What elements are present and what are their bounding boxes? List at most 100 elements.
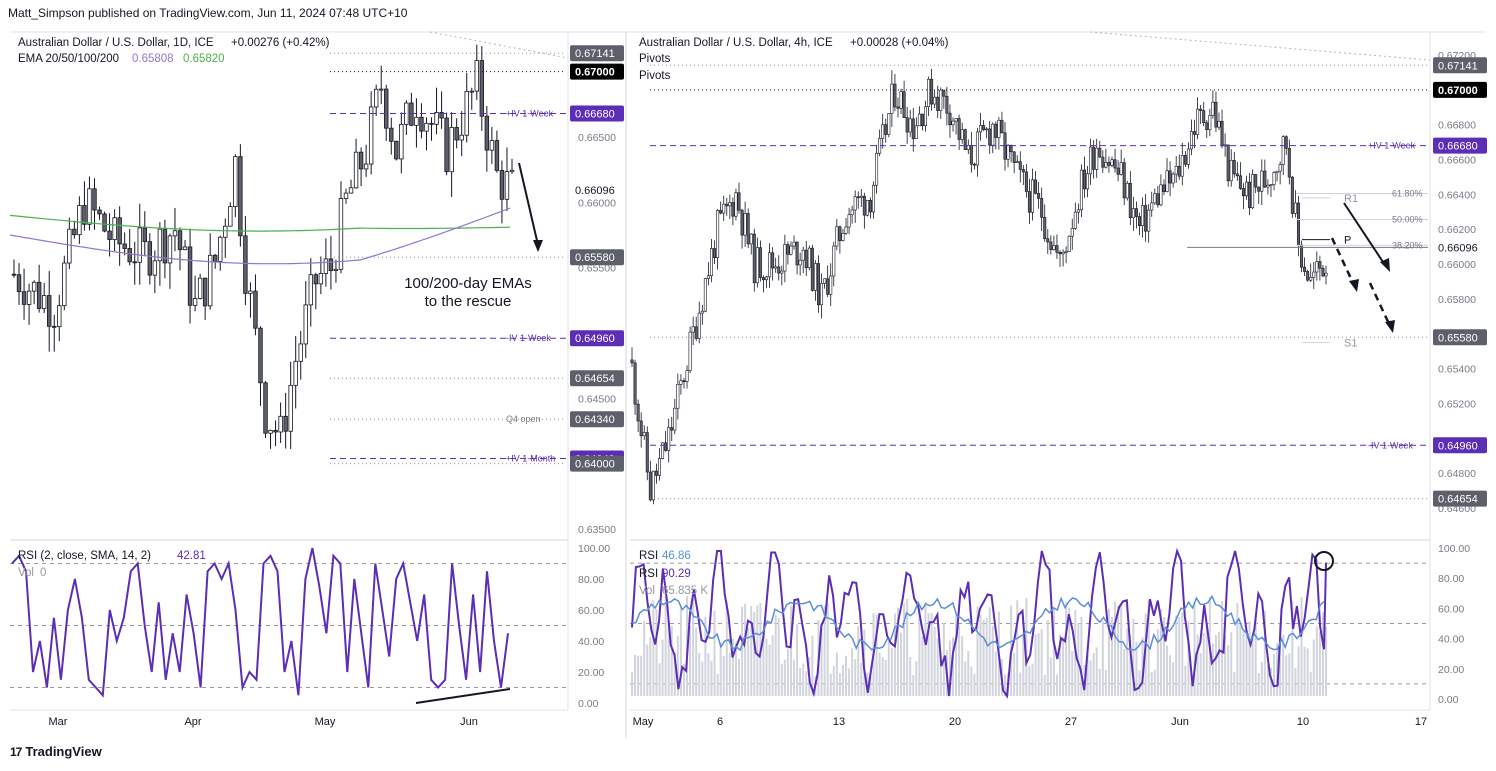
volume-bar: [927, 613, 930, 696]
right-candle-body: [1226, 144, 1230, 182]
left-candle-body: [439, 112, 444, 119]
pivot-p-label: P: [1344, 235, 1351, 247]
volume-bar: [811, 635, 814, 696]
right-candle-body: [786, 244, 790, 255]
right-candle-body: [1079, 169, 1083, 211]
right-price-label-box: [1433, 137, 1487, 154]
right-candle-body: [1260, 170, 1264, 192]
volume-bar: [1043, 674, 1046, 696]
left-vol-value: 0: [40, 567, 46, 579]
right-candle-body: [942, 89, 946, 97]
right-candle-body: [887, 113, 891, 135]
volume-bar: [799, 668, 802, 696]
left-ema-label: EMA 20/50/100/200: [18, 53, 119, 65]
right-pivots-label-1: Pivots: [639, 53, 671, 65]
left-candle-body: [117, 217, 122, 245]
volume-bar: [1251, 638, 1254, 696]
volume-bar: [1297, 646, 1300, 696]
left-price-label-box: [570, 105, 624, 122]
right-candle-body: [1095, 147, 1099, 170]
right-candle-body: [688, 331, 692, 371]
volume-bar: [1166, 645, 1169, 696]
left-candle-body: [16, 274, 22, 293]
volume-bar: [884, 659, 887, 696]
right-candle-body: [939, 89, 943, 111]
right-candle-body: [697, 312, 701, 339]
volume-bar: [829, 673, 832, 696]
right-vol-label: Vol: [639, 585, 655, 597]
left-candle-body: [102, 213, 107, 232]
right-candle-body: [1046, 238, 1050, 243]
left-candle-body: [192, 298, 198, 306]
volume-bar: [741, 606, 744, 696]
right-rsi2-line: [631, 547, 1327, 699]
left-candle-body: [399, 123, 404, 160]
left-candle-body: [343, 192, 349, 199]
right-price-tick: 0.65400: [1438, 364, 1476, 376]
left-candle-body: [394, 140, 399, 160]
volume-bar: [1092, 653, 1095, 696]
right-candle-body: [743, 213, 747, 236]
volume-bar: [652, 600, 655, 696]
left-candle-body: [157, 228, 163, 262]
volume-bar: [679, 605, 682, 696]
publisher-header: Matt_Simpson published on TradingView.co…: [8, 6, 408, 20]
volume-bar: [1306, 648, 1309, 696]
right-candle-body: [679, 380, 683, 385]
right-candle-body: [1241, 188, 1245, 197]
volume-bar: [1028, 665, 1031, 696]
left-price-tick: 0.66000: [578, 197, 616, 209]
volume-bar: [793, 660, 796, 696]
right-candle-body: [927, 78, 931, 108]
right-candle-body: [633, 362, 637, 405]
right-candle-body: [1150, 202, 1154, 211]
volume-bar: [869, 675, 872, 696]
volume-bar: [823, 605, 826, 696]
volume-bar: [1086, 647, 1089, 696]
right-candle-body: [682, 380, 686, 383]
volume-bar: [1016, 600, 1019, 696]
volume-bar: [1312, 639, 1315, 696]
right-candle-body: [1189, 131, 1193, 150]
left-candle-body: [26, 290, 32, 305]
right-price-label: 0.66680: [1438, 141, 1478, 153]
right-candle-body: [966, 145, 970, 150]
right-candle-body: [1312, 271, 1316, 278]
volume-bar: [1300, 597, 1303, 696]
right-candle-body: [997, 119, 1001, 138]
right-candle-body: [1232, 160, 1236, 175]
right-candle-body: [896, 106, 900, 109]
left-candle-body: [318, 273, 324, 285]
left-candle-body: [127, 248, 132, 263]
volume-bar: [716, 674, 719, 696]
left-price-tick: 0.66500: [578, 132, 616, 144]
right-candle-body: [719, 210, 723, 214]
right-candle-body: [1037, 193, 1041, 199]
right-candle-body: [823, 278, 827, 284]
right-candle-body: [709, 248, 713, 277]
right-arrow-head: [1380, 258, 1390, 272]
left-annotation-line1: 100/200-day EMAs: [404, 275, 532, 292]
volume-bar: [1098, 668, 1101, 696]
right-candle-body: [884, 124, 888, 135]
left-candle-body: [353, 151, 359, 189]
right-chart-title: Australian Dollar / U.S. Dollar, 4h, ICE: [639, 37, 833, 49]
left-candle-body: [389, 127, 394, 142]
volume-bar: [1104, 669, 1107, 696]
right-candle-body: [1324, 272, 1328, 277]
left-candle-body: [223, 225, 228, 238]
right-candle-body: [700, 310, 704, 314]
right-candle-body: [1290, 176, 1294, 214]
left-candle-body: [469, 90, 474, 93]
volume-bar: [747, 627, 750, 696]
right-candle-body: [1082, 169, 1086, 190]
volume-bar: [756, 605, 759, 696]
left-candle-body: [484, 115, 490, 151]
volume-bar: [802, 663, 805, 696]
left-candle-body: [187, 246, 193, 306]
right-candle-body: [816, 263, 820, 306]
right-candle-body: [813, 263, 817, 291]
right-candle-body: [639, 420, 643, 437]
volume-bar: [1239, 623, 1242, 696]
